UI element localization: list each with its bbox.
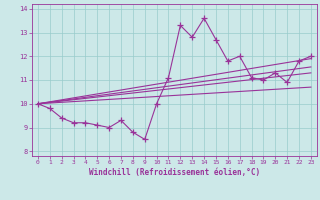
X-axis label: Windchill (Refroidissement éolien,°C): Windchill (Refroidissement éolien,°C): [89, 168, 260, 177]
